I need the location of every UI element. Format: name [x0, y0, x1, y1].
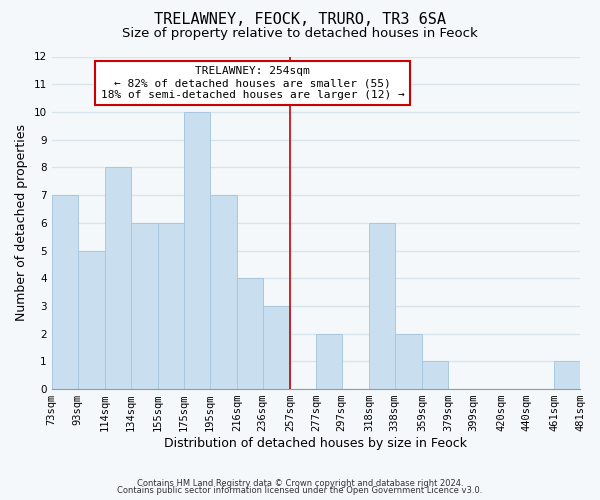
Bar — [184, 112, 209, 389]
Bar — [554, 362, 580, 389]
Bar — [237, 278, 263, 389]
Text: Contains public sector information licensed under the Open Government Licence v3: Contains public sector information licen… — [118, 486, 482, 495]
Bar — [131, 223, 158, 389]
Bar — [316, 334, 342, 389]
Text: TRELAWNEY, FEOCK, TRURO, TR3 6SA: TRELAWNEY, FEOCK, TRURO, TR3 6SA — [154, 12, 446, 28]
Bar — [369, 223, 395, 389]
Text: TRELAWNEY: 254sqm
← 82% of detached houses are smaller (55)
18% of semi-detached: TRELAWNEY: 254sqm ← 82% of detached hous… — [101, 66, 404, 100]
Text: Contains HM Land Registry data © Crown copyright and database right 2024.: Contains HM Land Registry data © Crown c… — [137, 478, 463, 488]
Bar — [158, 223, 184, 389]
Y-axis label: Number of detached properties: Number of detached properties — [15, 124, 28, 322]
Text: Size of property relative to detached houses in Feock: Size of property relative to detached ho… — [122, 28, 478, 40]
Bar — [422, 362, 448, 389]
Bar — [52, 195, 77, 389]
Bar — [77, 250, 105, 389]
Bar — [105, 168, 131, 389]
Bar — [209, 195, 237, 389]
Bar — [395, 334, 422, 389]
X-axis label: Distribution of detached houses by size in Feock: Distribution of detached houses by size … — [164, 437, 467, 450]
Bar — [263, 306, 290, 389]
